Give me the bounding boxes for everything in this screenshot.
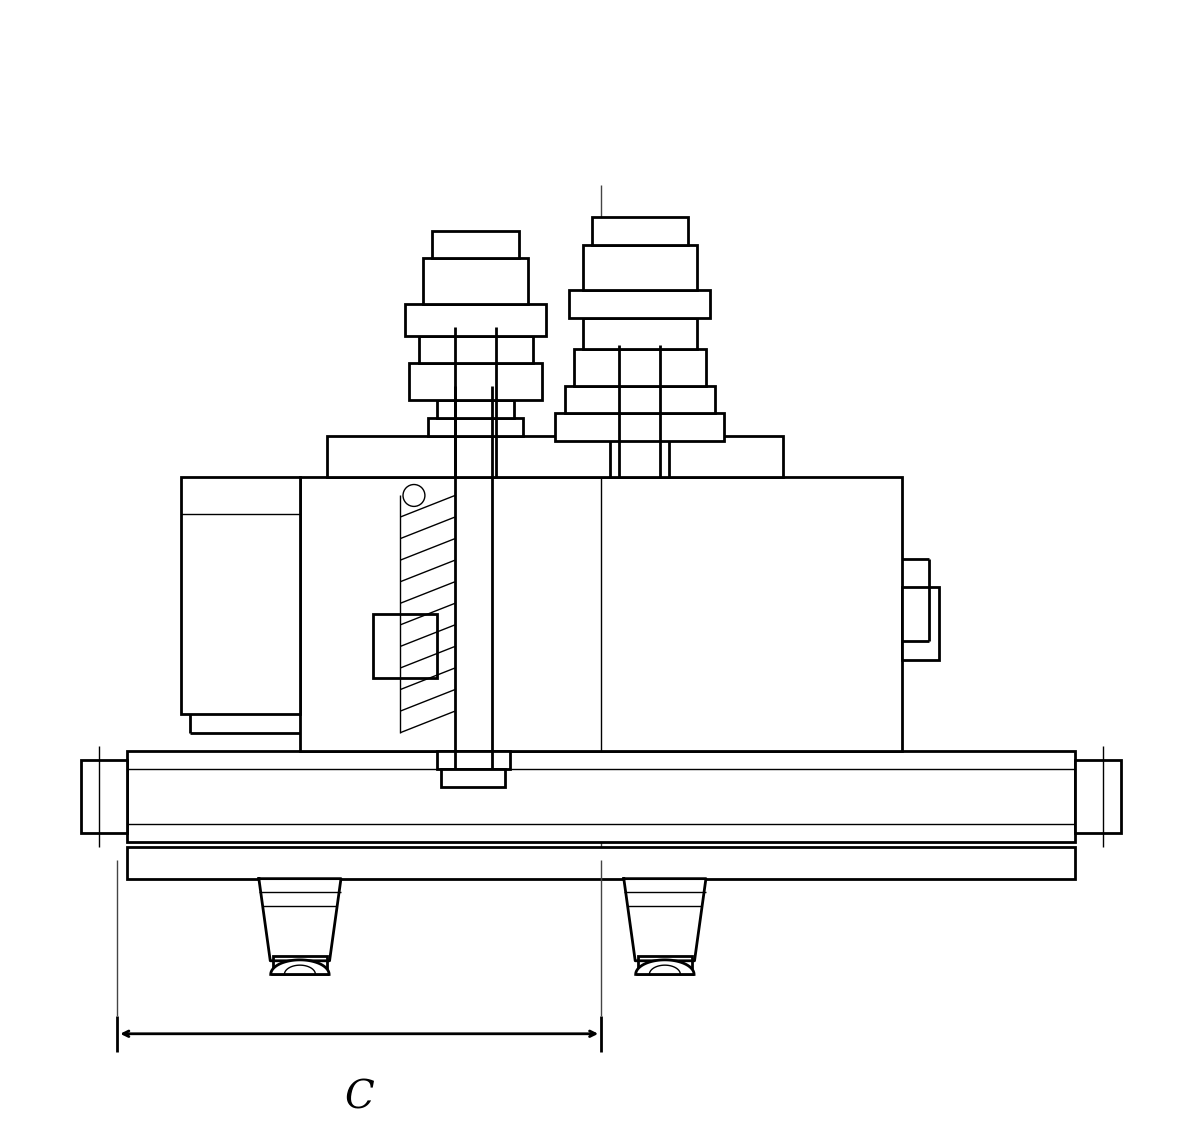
Bar — [436, 751, 510, 769]
Bar — [591, 217, 688, 245]
Bar — [573, 349, 706, 386]
Bar — [433, 231, 519, 258]
Text: C: C — [344, 1079, 374, 1116]
Bar — [300, 477, 902, 751]
Bar — [126, 847, 1076, 878]
Bar — [611, 418, 670, 477]
Bar — [81, 760, 126, 833]
Polygon shape — [624, 878, 706, 961]
Bar — [273, 956, 327, 975]
Bar — [182, 477, 300, 714]
Bar — [418, 336, 532, 363]
Bar — [569, 290, 710, 318]
Bar — [902, 586, 939, 659]
Polygon shape — [270, 960, 329, 975]
Bar — [405, 304, 546, 336]
Bar — [126, 751, 1076, 842]
Bar — [428, 418, 523, 436]
Bar — [410, 363, 542, 400]
Bar — [423, 258, 528, 304]
Bar — [583, 318, 697, 349]
Bar — [555, 413, 724, 440]
Bar — [441, 769, 505, 787]
Bar — [327, 436, 784, 477]
Bar — [583, 245, 697, 290]
Bar — [565, 386, 715, 413]
Bar — [436, 400, 514, 418]
Polygon shape — [636, 960, 694, 975]
Bar — [1076, 760, 1121, 833]
Circle shape — [403, 484, 426, 506]
Bar — [638, 956, 692, 975]
Polygon shape — [258, 878, 341, 961]
Bar — [373, 614, 436, 678]
